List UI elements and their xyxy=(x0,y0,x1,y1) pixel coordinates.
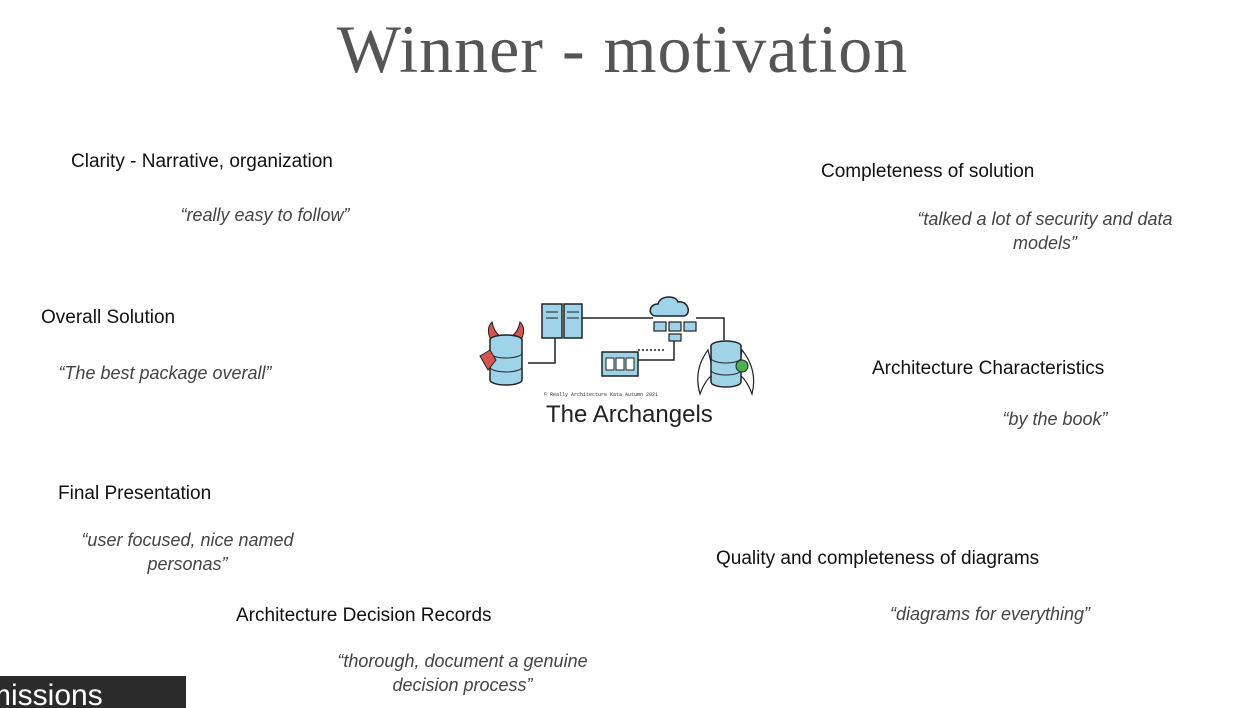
cloud-network-icon xyxy=(649,296,697,342)
criterion-clarity-quote: “really easy to follow” xyxy=(150,203,380,227)
quote-line: “really easy to follow” xyxy=(180,205,350,225)
criterion-characteristics-quote: “by the book” xyxy=(960,407,1150,431)
slide-title: Winner - motivation xyxy=(336,11,909,87)
quote-line: “by the book” xyxy=(1002,409,1108,429)
quote-line: “The best package overall” xyxy=(58,363,272,383)
quote-line: “thorough, document a genuine xyxy=(337,651,588,671)
criterion-adr-heading: Architecture Decision Records xyxy=(236,605,492,626)
criterion-diagrams-heading: Quality and completeness of diagrams xyxy=(716,548,1040,569)
quote-line: models” xyxy=(1012,233,1078,253)
criterion-presentation-heading: Final Presentation xyxy=(58,483,212,504)
criterion-completeness-quote: “talked a lot of security and data model… xyxy=(880,207,1210,255)
quote-line: decision process” xyxy=(392,675,533,695)
criterion-presentation-quote: “user focused, nice named personas” xyxy=(50,528,325,576)
criterion-overall-quote: “The best package overall” xyxy=(30,361,300,385)
criterion-overall-heading: Overall Solution xyxy=(41,307,176,328)
quote-line: personas” xyxy=(147,554,228,574)
video-caption: missions xyxy=(0,676,186,708)
quote-line: “user focused, nice named xyxy=(81,530,294,550)
archangels-logo: © Really Architecture Kata Autumn 2021 T… xyxy=(479,296,755,428)
criterion-characteristics-heading: Architecture Characteristics xyxy=(872,358,1105,379)
criterion-clarity-heading: Clarity - Narrative, organization xyxy=(71,151,333,172)
server-icon xyxy=(541,303,583,339)
browser-window-icon xyxy=(601,351,639,377)
angel-database-icon xyxy=(697,340,755,397)
criterion-adr-quote: “thorough, document a genuine decision p… xyxy=(305,649,620,697)
logo-team-name: The Archangels xyxy=(546,401,713,428)
logo-connector-lines xyxy=(528,317,725,364)
criterion-diagrams-quote: “diagrams for everything” xyxy=(860,602,1120,626)
devil-database-icon xyxy=(479,320,525,386)
logo-copyright-text: © Really Architecture Kata Autumn 2021 xyxy=(544,391,658,398)
quote-line: “talked a lot of security and data xyxy=(917,209,1173,229)
quote-line: “diagrams for everything” xyxy=(889,604,1091,624)
criterion-completeness-heading: Completeness of solution xyxy=(821,161,1035,182)
